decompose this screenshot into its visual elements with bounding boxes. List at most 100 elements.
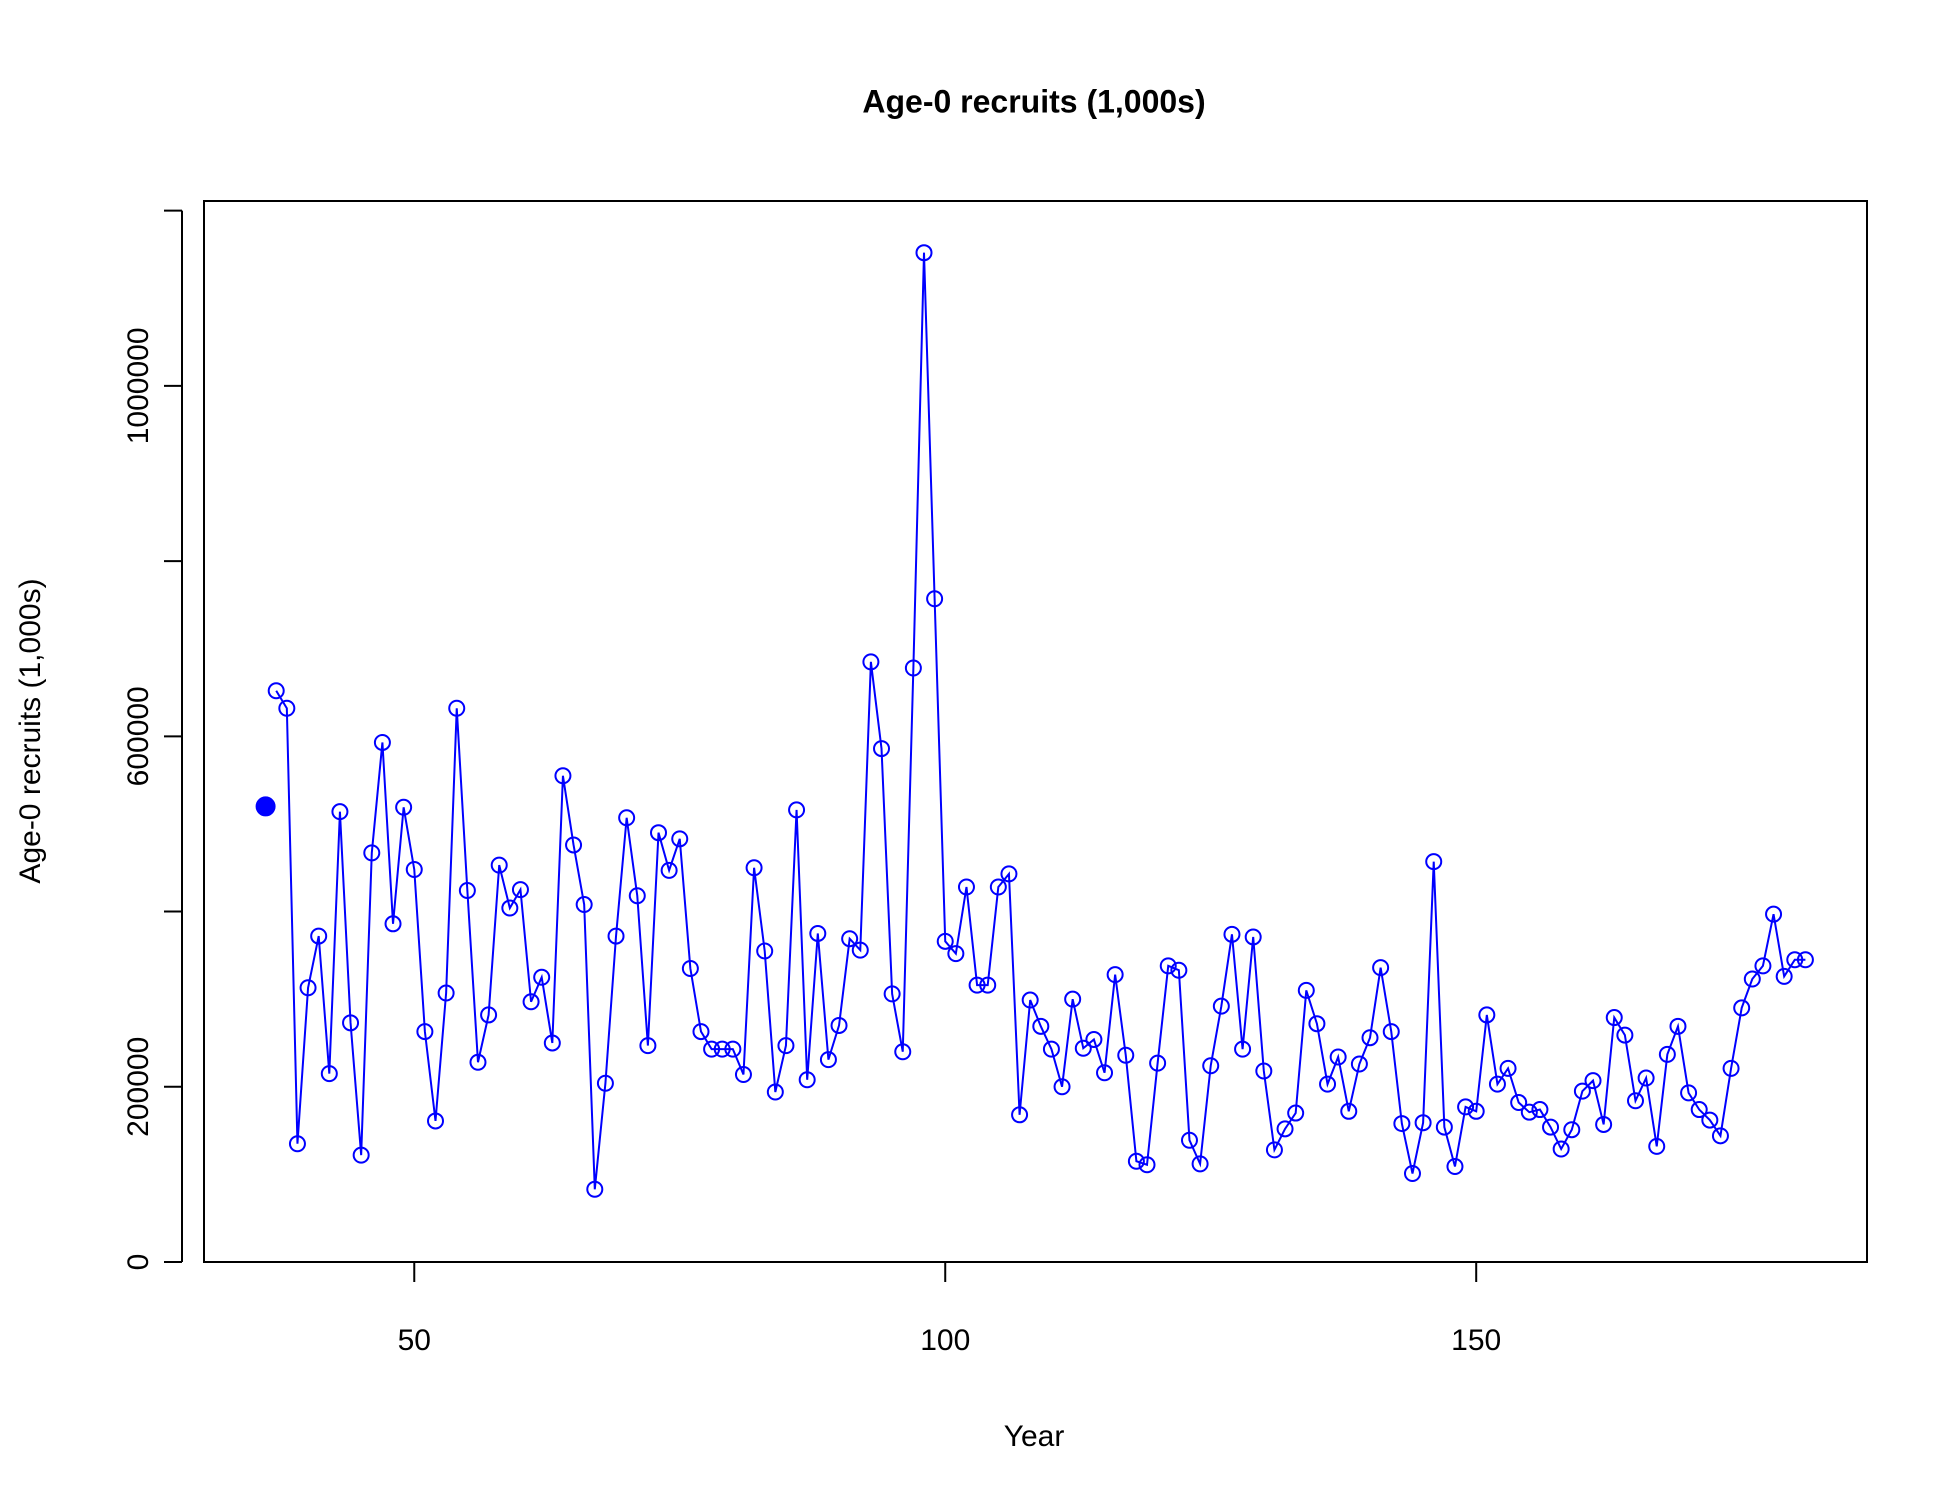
point bbox=[639, 1037, 657, 1055]
point bbox=[671, 830, 689, 848]
point bbox=[968, 976, 986, 994]
point bbox=[766, 1083, 784, 1101]
point bbox=[1690, 1101, 1708, 1119]
point bbox=[915, 244, 933, 262]
point bbox=[533, 968, 551, 986]
point bbox=[1435, 1118, 1453, 1136]
point bbox=[363, 844, 381, 862]
point bbox=[1457, 1098, 1475, 1116]
point bbox=[724, 1040, 742, 1058]
point bbox=[936, 932, 954, 950]
point bbox=[989, 878, 1007, 896]
point bbox=[342, 1014, 360, 1032]
point bbox=[1595, 1115, 1613, 1133]
point bbox=[1531, 1101, 1549, 1119]
point bbox=[288, 1135, 306, 1153]
point bbox=[1106, 966, 1124, 984]
point bbox=[458, 882, 476, 900]
point bbox=[596, 1074, 614, 1092]
point bbox=[660, 861, 678, 879]
point bbox=[957, 878, 975, 896]
point bbox=[1775, 967, 1793, 985]
point bbox=[554, 767, 572, 785]
point bbox=[1701, 1111, 1719, 1129]
point bbox=[1096, 1064, 1114, 1082]
y-tick-label: 600000 bbox=[122, 686, 155, 786]
plot-frame bbox=[203, 200, 1868, 1263]
point bbox=[1478, 1006, 1496, 1024]
point bbox=[1265, 1141, 1283, 1159]
series-line bbox=[275, 252, 1806, 1190]
point bbox=[1212, 997, 1230, 1015]
point bbox=[618, 809, 636, 827]
point bbox=[756, 942, 774, 960]
point bbox=[501, 899, 519, 917]
point bbox=[1372, 959, 1390, 977]
point bbox=[416, 1023, 434, 1041]
point bbox=[713, 1040, 731, 1058]
point bbox=[395, 798, 413, 816]
point bbox=[681, 959, 699, 977]
point bbox=[1669, 1017, 1687, 1035]
point bbox=[883, 985, 901, 1003]
point bbox=[1488, 1075, 1506, 1093]
point bbox=[427, 1112, 445, 1130]
point bbox=[278, 699, 296, 717]
point bbox=[745, 859, 763, 877]
point bbox=[480, 1006, 498, 1024]
point bbox=[1159, 957, 1177, 975]
point bbox=[947, 945, 965, 963]
point bbox=[1382, 1023, 1400, 1041]
point bbox=[1616, 1026, 1634, 1044]
point bbox=[777, 1037, 795, 1055]
y-tick-label: 0 bbox=[122, 1254, 155, 1271]
point bbox=[1287, 1104, 1305, 1122]
point bbox=[1361, 1029, 1379, 1047]
point bbox=[1626, 1092, 1644, 1110]
point bbox=[1605, 1009, 1623, 1027]
point bbox=[1223, 925, 1241, 943]
point bbox=[522, 993, 540, 1011]
point bbox=[1520, 1103, 1538, 1121]
point bbox=[979, 976, 997, 994]
point bbox=[1722, 1059, 1740, 1077]
point bbox=[1637, 1069, 1655, 1087]
point bbox=[1510, 1094, 1528, 1112]
point bbox=[873, 740, 891, 758]
point bbox=[926, 590, 944, 608]
point bbox=[1255, 1062, 1273, 1080]
point bbox=[904, 659, 922, 677]
point bbox=[1563, 1121, 1581, 1139]
point bbox=[1127, 1152, 1145, 1170]
point bbox=[331, 803, 349, 821]
point bbox=[1340, 1102, 1358, 1120]
point bbox=[1414, 1114, 1432, 1132]
point bbox=[1467, 1102, 1485, 1120]
point bbox=[565, 836, 583, 854]
point bbox=[628, 887, 646, 905]
point bbox=[1138, 1156, 1156, 1174]
point bbox=[1393, 1115, 1411, 1133]
point bbox=[1743, 970, 1761, 988]
point bbox=[1021, 991, 1039, 1009]
point bbox=[586, 1180, 604, 1198]
point bbox=[1733, 999, 1751, 1017]
point bbox=[1552, 1140, 1570, 1158]
point bbox=[607, 927, 625, 945]
point bbox=[299, 979, 317, 997]
point bbox=[267, 682, 285, 700]
point bbox=[1765, 905, 1783, 923]
point bbox=[373, 733, 391, 751]
point bbox=[862, 653, 880, 671]
point bbox=[1329, 1048, 1347, 1066]
point bbox=[1350, 1055, 1368, 1073]
point bbox=[692, 1023, 710, 1041]
point bbox=[1319, 1075, 1337, 1093]
point bbox=[830, 1016, 848, 1034]
y-axis-label: Age-0 recruits (1,000s) bbox=[14, 578, 47, 883]
point bbox=[1446, 1158, 1464, 1176]
point bbox=[1053, 1078, 1071, 1096]
point bbox=[1042, 1040, 1060, 1058]
point bbox=[894, 1043, 912, 1061]
